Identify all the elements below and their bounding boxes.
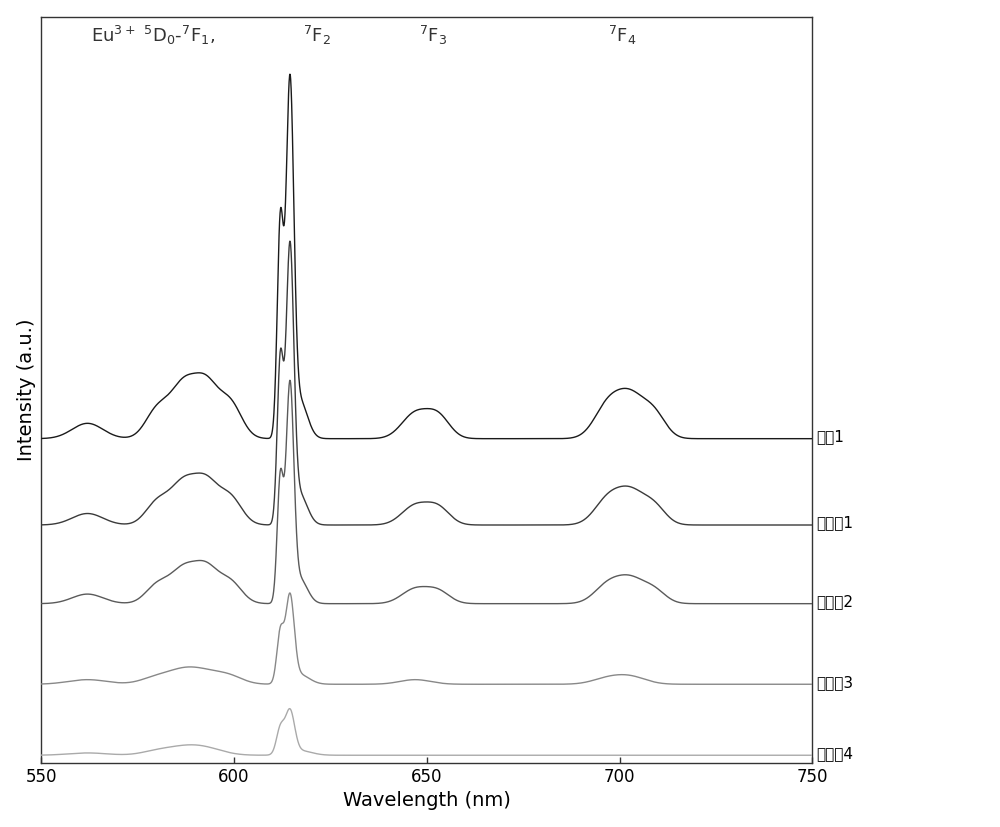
Text: 实施例4: 实施例4 [816,746,853,761]
Text: $^7$F$_3$: $^7$F$_3$ [419,24,447,47]
Text: $^7$F$_4$: $^7$F$_4$ [608,24,636,47]
Text: 实施例2: 实施例2 [816,595,853,609]
Text: $^7$F$_2$: $^7$F$_2$ [303,24,331,47]
Text: 实施例1: 实施例1 [816,515,853,531]
Y-axis label: Intensity (a.u.): Intensity (a.u.) [17,318,36,461]
Text: 对比1: 对比1 [816,429,844,444]
Text: 实施例3: 实施例3 [816,675,853,690]
Text: Eu$^{3+}$ $^5$D$_0$-$^7$F$_1$,: Eu$^{3+}$ $^5$D$_0$-$^7$F$_1$, [91,24,215,47]
X-axis label: Wavelength (nm): Wavelength (nm) [343,791,511,810]
